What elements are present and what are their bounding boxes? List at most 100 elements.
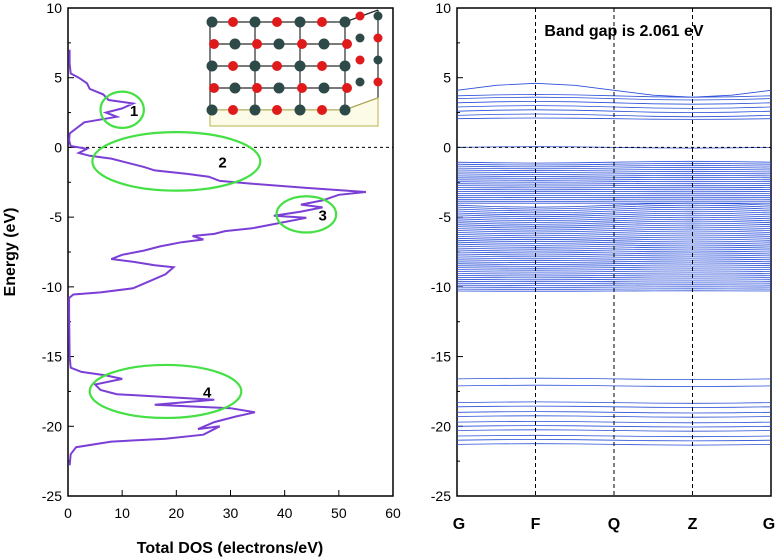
- deep-band: [456, 411, 772, 414]
- region-label-4: 4: [203, 384, 212, 401]
- oxygen-atom: [209, 39, 219, 49]
- band-y-tick-label: 0: [443, 139, 451, 155]
- valence-band: [456, 206, 772, 212]
- oxygen-atom: [317, 105, 327, 115]
- dos-y-tick-label: -10: [42, 279, 62, 295]
- metal-atom: [373, 55, 383, 65]
- dos-x-tick-label: 20: [169, 505, 185, 521]
- metal-atom: [318, 82, 330, 94]
- band-gap-title: Band gap is 2.061 eV: [544, 23, 704, 40]
- band-y-tick-label: 5: [443, 70, 451, 86]
- region-annotations: 1 2 3 4: [88, 90, 338, 420]
- dos-y-tick-label: -25: [42, 488, 62, 504]
- kpoint-label-G: G: [453, 516, 465, 533]
- metal-atom: [355, 33, 365, 43]
- oxygen-atom: [342, 83, 352, 93]
- oxygen-atom: [355, 55, 365, 65]
- metal-atom: [339, 104, 351, 116]
- total-dos-curve: [68, 49, 367, 466]
- dos-y-ticks: -25 -20 -15 -10 -5 0 5 10: [42, 0, 74, 504]
- valence-band: [456, 228, 772, 233]
- valence-band: [456, 186, 772, 189]
- oxygen-atom: [317, 17, 327, 27]
- dos-y-tick-label: -15: [42, 349, 62, 365]
- kpoint-label-G: G: [763, 516, 775, 533]
- conduction-band: [456, 96, 772, 101]
- kpoint-divider-lines: [535, 8, 693, 496]
- deep-band: [456, 384, 772, 387]
- oxygen-atom: [373, 33, 383, 43]
- deep-band: [456, 425, 772, 428]
- oxygen-atom: [272, 105, 282, 115]
- kpoint-label-F: F: [531, 516, 541, 533]
- dos-panel: 0 10 20 30 40 50 60 -25 -20 -15 -10 -5 0 5 10 1 2 3 4 To…: [2, 0, 401, 557]
- metal-atom: [339, 60, 351, 72]
- valence-band: [456, 256, 772, 260]
- valence-band: [456, 284, 772, 286]
- energy-y-axis-label: Energy (eV): [2, 208, 19, 297]
- dos-y-tick-label: -5: [50, 209, 63, 225]
- valence-band: [456, 180, 772, 183]
- deep-band: [456, 439, 772, 442]
- metal-atom: [294, 16, 306, 28]
- band-structure-panel: -25 -20 -15 -10 -5 0 5 10 G F Q Z G Band gap is 2.0…: [431, 0, 775, 533]
- oxygen-atom: [272, 17, 282, 27]
- metal-atom: [206, 60, 218, 72]
- metal-atom: [294, 104, 306, 116]
- oxygen-atom: [272, 61, 282, 71]
- metal-atom: [318, 38, 330, 50]
- valence-band: [456, 174, 772, 177]
- dos-x-axis-label: Total DOS (electrons/eV): [137, 540, 323, 557]
- dos-x-ticks: 0 10 20 30 40 50 60: [64, 490, 401, 521]
- band-y-tick-label: 10: [435, 0, 451, 16]
- valence-band: [456, 164, 772, 168]
- oxygen-atom: [355, 11, 365, 21]
- valence-band: [456, 250, 772, 254]
- dos-y-tick-label: -20: [42, 418, 62, 434]
- oxygen-atom: [209, 83, 219, 93]
- region-ellipse-1: [99, 90, 145, 130]
- kpoint-label-Z: Z: [688, 516, 698, 533]
- conduction-band: [456, 82, 772, 98]
- deep-band: [456, 405, 772, 408]
- valence-band: [456, 236, 772, 241]
- dos-x-tick-label: 50: [331, 505, 347, 521]
- oxygen-atom: [317, 61, 327, 71]
- conduction-band-minimum: [456, 117, 772, 120]
- kpoint-label-Q: Q: [608, 516, 620, 533]
- band-y-tick-label: -25: [431, 488, 451, 504]
- metal-atom: [206, 104, 218, 116]
- valence-band: [456, 272, 772, 275]
- valence-band: [456, 214, 772, 220]
- valence-band: [456, 258, 772, 262]
- dos-x-tick-label: 10: [114, 505, 130, 521]
- dos-x-tick-label: 60: [385, 505, 401, 521]
- region-label-3: 3: [319, 207, 327, 224]
- metal-atom: [273, 82, 285, 94]
- oxygen-atom: [228, 17, 238, 27]
- oxygen-atom: [342, 39, 352, 49]
- band-y-ticks: -25 -20 -15 -10 -5 0 5 10: [431, 0, 463, 504]
- crystal-structure-image: [206, 9, 383, 127]
- oxygen-atom: [252, 83, 262, 93]
- oxygen-atom: [228, 61, 238, 71]
- oxygen-atom: [373, 77, 383, 87]
- valence-band: [456, 172, 772, 175]
- valence-band: [456, 220, 772, 225]
- dos-x-tick-label: 30: [223, 505, 239, 521]
- band-y-tick-label: -5: [439, 209, 452, 225]
- band-y-tick-label: -15: [431, 349, 451, 365]
- region-ellipse-2: [91, 130, 262, 192]
- valence-band: [456, 264, 772, 267]
- valence-band: [456, 242, 772, 246]
- dos-x-tick-label: 40: [277, 505, 293, 521]
- dos-y-tick-label: 10: [46, 0, 62, 16]
- metal-atom: [249, 60, 261, 72]
- oxygen-atom: [228, 105, 238, 115]
- dos-y-tick-label: 5: [54, 70, 62, 86]
- conduction-band: [456, 109, 772, 114]
- dos-plot-frame: [67, 7, 394, 497]
- valence-band: [456, 234, 772, 239]
